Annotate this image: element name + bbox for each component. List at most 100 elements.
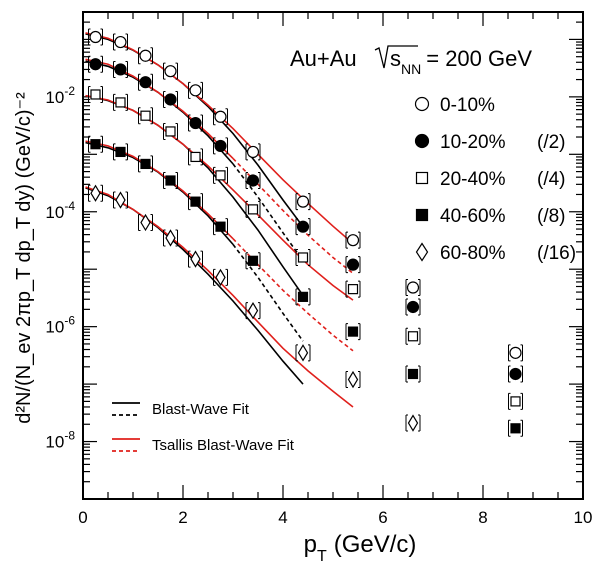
error-bracket-left (295, 193, 298, 211)
data-point (90, 89, 101, 100)
error-bracket-right (150, 73, 153, 91)
sqrt-symbol (374, 45, 418, 69)
fit-legend: Blast-Wave Fit Tsallis Blast-Wave Fit (112, 401, 295, 454)
error-bracket-left (245, 252, 248, 270)
error-bracket-right (520, 365, 523, 383)
error-bracket-left (88, 85, 91, 103)
error-bracket-right (200, 114, 203, 132)
error-bracket-left (245, 302, 248, 320)
error-bracket-left (113, 143, 116, 161)
error-bracket-left (113, 33, 116, 51)
error-bracket-right (100, 55, 103, 73)
y-tick-label: 10-2 (45, 84, 75, 107)
error-bracket-left (88, 28, 91, 46)
error-bracket-right (125, 191, 128, 209)
error-bracket-right (125, 60, 128, 78)
error-bracket-left (245, 172, 248, 189)
error-bracket-left (213, 218, 216, 236)
error-bracket-right (100, 85, 103, 103)
fit-curve-solid (85, 186, 354, 408)
data-point (90, 139, 101, 150)
error-bracket-left (508, 419, 511, 437)
error-bracket-left (213, 166, 216, 184)
data-point (115, 97, 126, 108)
data-point (346, 234, 360, 247)
data-point (415, 242, 429, 262)
legend-entry-scale: (/4) (537, 169, 566, 190)
data-point (296, 220, 310, 233)
error-bracket-right (308, 288, 311, 306)
error-bracket-right (418, 279, 421, 297)
data-point (140, 110, 151, 121)
error-bracket-left (163, 122, 166, 140)
error-bracket-right (225, 137, 228, 155)
data-point (297, 252, 309, 263)
error-bracket-left (138, 47, 141, 65)
data-point (509, 367, 522, 381)
legend-entry-label: 20-40% (440, 169, 506, 190)
error-bracket-left (508, 344, 511, 362)
error-bracket-left (188, 81, 191, 99)
data-point (215, 268, 226, 287)
data-point (190, 151, 201, 163)
fit-curve-solid (85, 94, 354, 301)
error-bracket-left (345, 323, 348, 341)
error-bracket-left (188, 114, 191, 132)
error-bracket-left (245, 143, 248, 161)
error-bracket-right (308, 218, 311, 236)
data-point (114, 35, 127, 49)
x-tick-label: 2 (178, 508, 187, 527)
fit-curve-dashed (232, 163, 304, 262)
x-tick-label: 8 (478, 508, 487, 527)
svg-text:Au+Au: Au+Au (290, 46, 357, 71)
y-tick-label: 10-8 (45, 429, 75, 452)
data-point (165, 126, 176, 137)
y-axis-label: d²N/(N_ev 2πp_T dp_T dy) (GeV/c)⁻² (13, 92, 35, 424)
error-bracket-right (520, 392, 523, 410)
data-point (346, 258, 360, 271)
data-point (347, 326, 359, 337)
error-bracket-left (405, 298, 408, 316)
y-axis: 10-8 10-6 10-4 10-2 (45, 21, 583, 500)
error-bracket-left (188, 250, 191, 268)
data-point (510, 423, 521, 434)
data-point (89, 58, 102, 71)
error-bracket-right (358, 371, 361, 389)
error-bracket-right (358, 256, 361, 274)
error-bracket-right (418, 298, 421, 316)
data-point (189, 116, 202, 130)
error-bracket-right (200, 193, 203, 211)
data-point (246, 174, 260, 187)
error-bracket-left (138, 214, 141, 232)
data-point (115, 146, 126, 158)
error-bracket-right (175, 90, 178, 108)
data-point (164, 65, 177, 78)
y-tick-label: 10-4 (45, 199, 75, 222)
data-point (407, 331, 419, 342)
error-bracket-right (150, 214, 153, 232)
legend-entry-scale: (/2) (537, 132, 566, 153)
error-bracket-left (113, 191, 116, 209)
data-point (189, 84, 202, 97)
error-bracket-right (520, 344, 523, 362)
error-bracket-left (295, 288, 298, 306)
error-bracket-right (175, 172, 178, 189)
error-bracket-left (508, 365, 511, 383)
data-point (347, 370, 359, 389)
error-bracket-right (308, 193, 311, 211)
error-bracket-left (88, 55, 91, 73)
error-bracket-right (358, 231, 361, 249)
fit-curve-dashed (232, 238, 354, 352)
error-bracket-right (100, 28, 103, 46)
data-point (190, 196, 201, 207)
error-bracket-right (418, 327, 421, 345)
error-bracket-right (418, 414, 421, 432)
error-bracket-right (150, 155, 153, 173)
data-point (165, 175, 176, 186)
data-point (214, 110, 227, 123)
data-point (215, 170, 226, 181)
data-point (139, 49, 152, 62)
error-bracket-left (213, 137, 216, 155)
error-bracket-right (150, 107, 153, 125)
error-bracket-left (163, 172, 166, 189)
